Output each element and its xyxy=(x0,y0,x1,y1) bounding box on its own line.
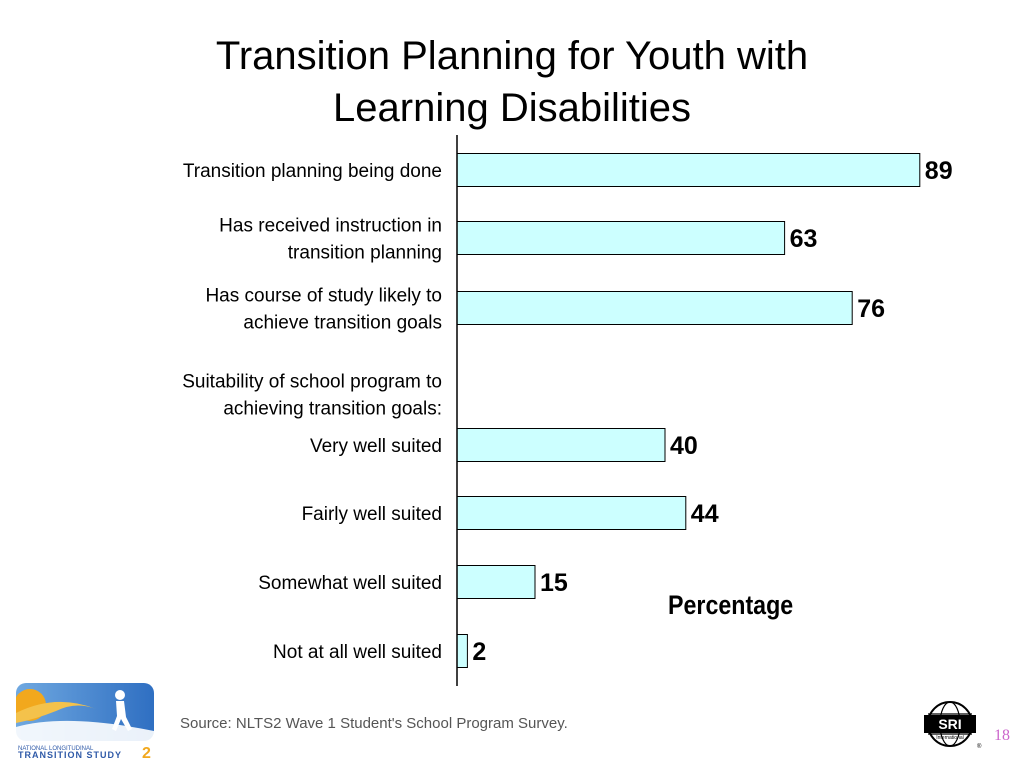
sri-logo-text: SRI xyxy=(938,716,961,732)
bar-4 xyxy=(456,428,666,462)
bar-3 xyxy=(456,291,853,325)
walking-figure-icon xyxy=(112,690,132,731)
sri-international-logo: SRI International ® xyxy=(924,701,982,750)
nlts2-logo-line2: TRANSITION STUDY xyxy=(18,750,122,759)
bar-1 xyxy=(456,153,921,187)
category-label-1: Transition planning being done xyxy=(183,161,442,182)
slide-title: Transition Planning for Youth with Learn… xyxy=(215,34,809,130)
page-number: 18 xyxy=(994,727,1010,744)
value-label-3: 76 xyxy=(857,295,885,323)
bar-6 xyxy=(456,565,536,599)
x-axis-label: Percentage xyxy=(668,590,794,620)
bar-2 xyxy=(456,221,786,255)
value-label-6: 15 xyxy=(540,569,568,597)
svg-text:®: ® xyxy=(977,743,982,750)
category-label-6: Somewhat well suited xyxy=(258,573,442,594)
sri-logo-subtext: International xyxy=(936,735,964,741)
nlts2-logo: NATIONAL LONGITUDINAL TRANSITION STUDY 2 xyxy=(16,683,154,759)
value-label-5: 44 xyxy=(691,500,719,528)
source-note: Source: NLTS2 Wave 1 Student's School Pr… xyxy=(180,715,568,732)
value-label-1: 89 xyxy=(925,157,953,185)
nlts2-logo-number: 2 xyxy=(142,745,151,759)
swoosh-icon xyxy=(16,701,96,723)
group-heading-label: Suitability of school program to achievin… xyxy=(182,372,442,420)
value-label-7: 2 xyxy=(472,638,486,666)
bar-7 xyxy=(456,634,468,668)
category-label-4: Very well suited xyxy=(310,436,442,457)
value-label-4: 40 xyxy=(670,432,698,460)
category-label-2: Has received instruction in transition pl… xyxy=(219,216,442,264)
category-label-5: Fairly well suited xyxy=(302,504,442,525)
bar-5 xyxy=(456,496,687,530)
category-label-3: Has course of study likely to achieve tra… xyxy=(205,286,442,334)
bars-layer: 89 Transition planning being done 63 Has re… xyxy=(182,153,953,668)
value-label-2: 63 xyxy=(790,225,818,253)
bar-chart: 89 Transition planning being done 63 Has re… xyxy=(182,135,953,686)
nlts2-logo-line1: NATIONAL LONGITUDINAL xyxy=(18,746,94,752)
category-label-7: Not at all well suited xyxy=(273,642,442,663)
